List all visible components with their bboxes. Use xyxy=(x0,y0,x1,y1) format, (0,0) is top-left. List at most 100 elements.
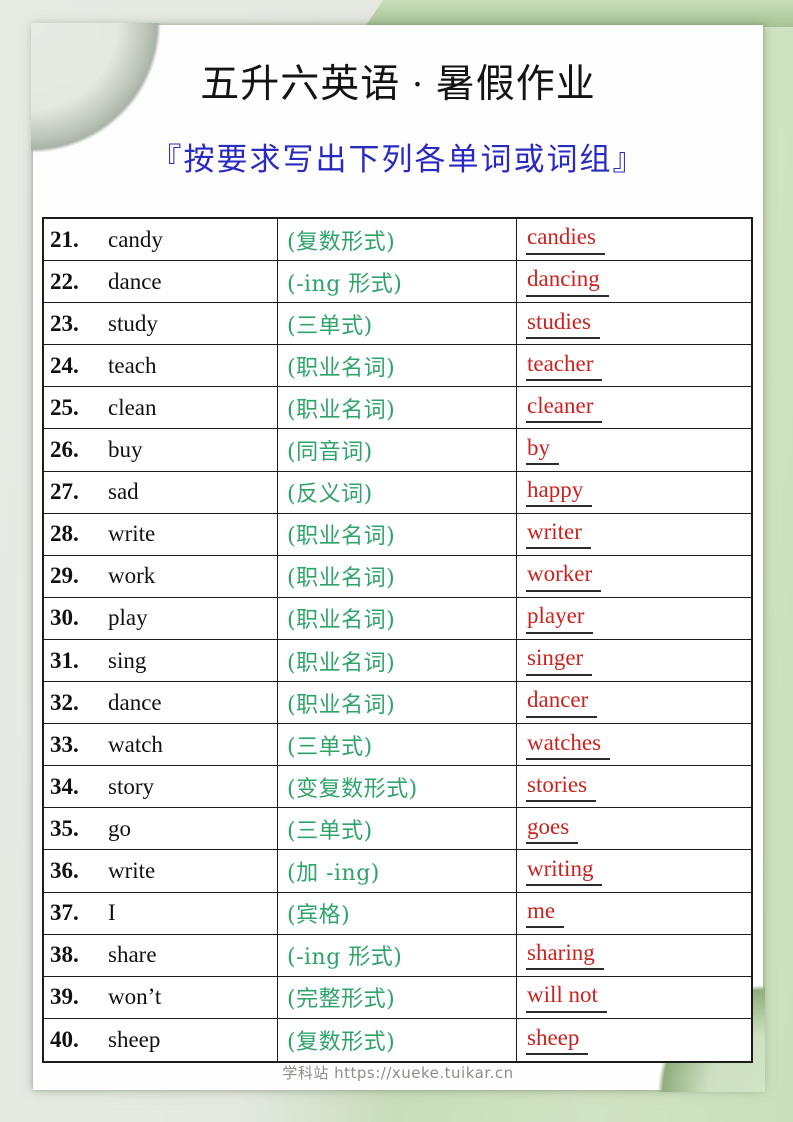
word-cell: 33. watch xyxy=(44,724,278,766)
answer-cell: writing xyxy=(517,850,751,891)
page-subtitle: 『按要求写出下列各单词或词组』 xyxy=(150,142,646,177)
prompt-cell: (职业名词) xyxy=(278,639,517,682)
word-cell: 24. teach xyxy=(44,345,278,387)
answer-cell: goes xyxy=(517,808,751,849)
prompt-cell: (职业名词) xyxy=(278,555,517,597)
answer-cell: studies xyxy=(517,303,751,344)
prompt-cell: (完整形式) xyxy=(278,976,517,1018)
table-row: 38. share (-ing 形式) sharing xyxy=(44,934,751,977)
prompt-cell: (加 -ing) xyxy=(278,850,517,892)
answer-cell: dancer xyxy=(517,682,751,723)
answer-cell: candies xyxy=(517,219,751,260)
prompt-cell: (职业名词) xyxy=(278,387,517,429)
row-prompt: (三单式) xyxy=(287,313,373,339)
row-prompt: (职业名词) xyxy=(287,650,396,676)
row-word: candy xyxy=(108,226,163,252)
prompt-cell: (-ing 形式) xyxy=(278,934,517,976)
row-prompt: (职业名词) xyxy=(287,397,396,423)
row-answer: happy xyxy=(526,477,593,508)
row-word: sing xyxy=(108,647,147,673)
row-answer: me xyxy=(526,898,565,929)
answer-cell: player xyxy=(517,598,751,639)
prompt-cell: (职业名词) xyxy=(278,682,517,724)
word-cell: 39. won’t xyxy=(44,976,278,1018)
row-answer: will not xyxy=(526,982,607,1013)
word-cell: 34. story xyxy=(44,766,278,808)
table-row: 40. sheep (复数形式) sheep xyxy=(44,1018,751,1061)
row-prompt: (职业名词) xyxy=(287,608,396,634)
row-prompt: (-ing 形式) xyxy=(287,945,403,971)
table-row: 29. work (职业名词) worker xyxy=(44,555,751,598)
row-word: watch xyxy=(108,731,163,757)
row-prompt: (变复数形式) xyxy=(287,776,418,802)
vocabulary-table: 21. candy (复数形式) candies 22. dance (-ing… xyxy=(42,217,753,1063)
row-word: teach xyxy=(108,352,157,378)
word-cell: 26. buy xyxy=(44,429,278,471)
row-answer: writing xyxy=(526,856,603,887)
answer-cell: dancing xyxy=(517,261,751,302)
row-answer: by xyxy=(526,435,559,466)
row-prompt: (-ing 形式) xyxy=(287,271,403,297)
row-number: 38. xyxy=(50,942,79,968)
word-cell: 38. share xyxy=(44,934,278,976)
row-answer: sharing xyxy=(526,940,604,971)
prompt-cell: (三单式) xyxy=(278,808,517,850)
row-word: won’t xyxy=(108,984,162,1010)
row-number: 33. xyxy=(50,731,79,757)
prompt-cell: (同音词) xyxy=(278,429,517,471)
row-word: play xyxy=(108,605,148,631)
row-prompt: (同音词) xyxy=(287,440,373,466)
word-cell: 22. dance xyxy=(44,261,278,303)
row-answer: candies xyxy=(526,224,605,255)
table-row: 23. study (三单式) studies xyxy=(44,303,751,346)
row-answer: goes xyxy=(526,814,579,845)
row-prompt: (三单式) xyxy=(287,734,373,760)
worksheet-paper: 五升六英语 · 暑假作业 『按要求写出下列各单词或词组』 21. candy (… xyxy=(31,23,765,1092)
footer-watermark: 学科站 https://xueke.tuikar.cn xyxy=(282,1064,514,1082)
row-answer: stories xyxy=(526,772,597,803)
word-cell: 31. sing xyxy=(44,639,278,682)
row-answer: watches xyxy=(526,730,611,760)
row-word: clean xyxy=(108,394,157,420)
row-number: 36. xyxy=(50,858,79,884)
word-cell: 27. sad xyxy=(44,471,278,513)
answer-cell: sharing xyxy=(517,935,751,976)
table-row: 28. write (职业名词) writer xyxy=(44,513,751,556)
word-cell: 23. study xyxy=(44,303,278,345)
row-number: 23. xyxy=(50,310,79,336)
table-row: 25. clean (职业名词) cleaner xyxy=(44,387,751,430)
word-cell: 32. dance xyxy=(44,682,278,724)
row-word: write xyxy=(108,858,156,884)
prompt-cell: (职业名词) xyxy=(278,513,517,555)
row-answer: player xyxy=(526,603,594,634)
row-answer: singer xyxy=(526,645,593,676)
row-answer: writer xyxy=(526,519,591,550)
row-prompt: (加 -ing) xyxy=(287,861,380,887)
prompt-cell: (职业名词) xyxy=(278,597,517,639)
answer-cell: writer xyxy=(517,514,751,555)
row-answer: worker xyxy=(526,561,602,592)
answer-cell: happy xyxy=(517,472,751,513)
answer-cell: by xyxy=(517,429,751,470)
row-prompt: (复数形式) xyxy=(287,229,396,255)
row-word: buy xyxy=(108,437,143,463)
answer-cell: will not xyxy=(517,977,751,1018)
answer-cell: watches xyxy=(517,724,751,765)
table-row: 33. watch (三单式) watches xyxy=(44,724,751,767)
word-cell: 30. play xyxy=(44,597,278,639)
row-word: work xyxy=(108,563,156,589)
row-answer: sheep xyxy=(526,1025,589,1056)
row-number: 25. xyxy=(50,394,79,420)
row-word: go xyxy=(108,815,131,841)
word-cell: 25. clean xyxy=(44,387,278,429)
prompt-cell: (职业名词) xyxy=(278,345,517,387)
table-row: 37. I (宾格) me xyxy=(44,892,751,935)
row-number: 35. xyxy=(50,815,79,841)
row-answer: teacher xyxy=(526,351,603,382)
row-answer: dancer xyxy=(526,687,598,718)
row-prompt: (反义词) xyxy=(287,482,373,508)
row-word: share xyxy=(108,942,157,968)
table-row: 39. won’t (完整形式) will not xyxy=(44,976,751,1019)
row-word: story xyxy=(108,773,154,799)
answer-cell: sheep xyxy=(517,1019,751,1061)
